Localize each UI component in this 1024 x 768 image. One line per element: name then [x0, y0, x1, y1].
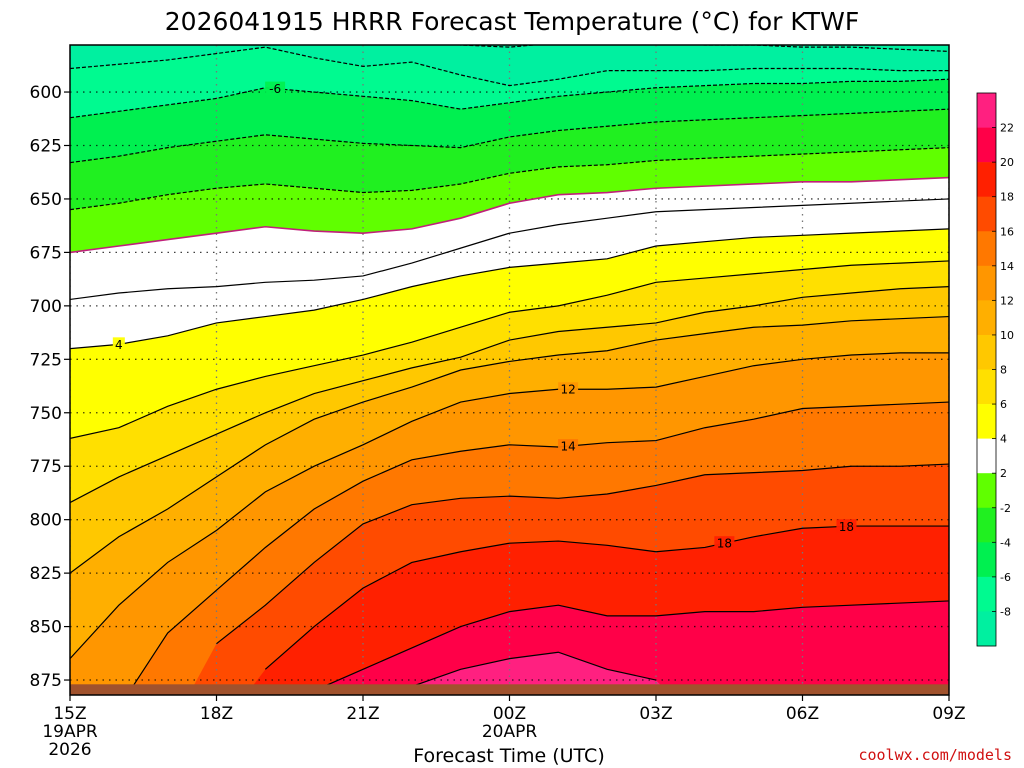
colorbar-label: -2 — [1000, 502, 1011, 515]
contour-label-2: 12 — [558, 382, 579, 397]
contour-label-text: -6 — [269, 82, 281, 96]
isotherm-4 — [70, 228, 949, 350]
colorbar-label: 14 — [1000, 260, 1014, 273]
contour-label-5: 18 — [836, 519, 857, 534]
contour-label-text: 18 — [717, 537, 732, 551]
colorbar-swatch — [977, 127, 996, 163]
colorbar-label: 12 — [1000, 294, 1014, 307]
colorbar-label: 22 — [1000, 122, 1014, 135]
x-axis-label: Forecast Time (UTC) — [413, 745, 604, 767]
colorbar-swatch — [977, 300, 996, 336]
colorbar-label: -6 — [1000, 571, 1011, 584]
ground-fill — [70, 684, 949, 695]
x-tick-label: 06Z — [786, 704, 819, 724]
colorbar-swatch — [977, 404, 996, 439]
colorbar-swatch — [977, 507, 996, 543]
y-tick-label: 675 — [30, 243, 62, 263]
colorbar-swatch — [977, 576, 996, 612]
contour-label-text: 12 — [560, 383, 575, 397]
contour-labels: -6 4 12 14 18 18 — [112, 81, 857, 551]
colorbar: 22 20 18 16 14 12 10 8 6 4 2 -2 -4 -6 -8 — [976, 92, 1014, 647]
x-tick-label: 00Z — [493, 704, 526, 724]
colorbar-swatch — [977, 265, 996, 301]
temperature-fill-bands — [70, 45, 949, 695]
isotherm--6 — [70, 78, 949, 119]
colorbar-swatch — [977, 334, 996, 370]
x-tick-label: 09Z — [932, 704, 965, 724]
contour-label-text: 14 — [560, 440, 575, 454]
contour-label-3: 14 — [558, 439, 579, 454]
colorbar-label: 10 — [1000, 329, 1014, 342]
colorbar-swatch — [977, 542, 996, 578]
isotherm-20 — [313, 600, 949, 692]
isotherm-2 — [70, 198, 949, 301]
colorbar-label: 8 — [1000, 364, 1007, 377]
contour-label-1: 4 — [112, 337, 125, 352]
colorbar-swatch — [977, 196, 996, 232]
contour-label-0: -6 — [265, 81, 286, 96]
x-tick-label: 15Z — [53, 704, 86, 724]
colorbar-swatch — [977, 162, 996, 197]
y-tick-label: 800 — [30, 511, 62, 531]
y-axis-ticks: 600 625 650 675 700 725 750 775 800 825 850 875 — [30, 83, 70, 691]
isotherm-lines — [70, 45, 949, 695]
colorbar-label: -8 — [1000, 605, 1011, 618]
colorbar-swatch — [977, 611, 996, 647]
y-tick-label: 775 — [30, 457, 62, 477]
isotherm-22 — [411, 651, 657, 688]
isotherm-10 — [70, 315, 949, 574]
contour-label-4: 18 — [714, 536, 735, 551]
isotherm-12 — [70, 352, 949, 660]
y-tick-label: 700 — [30, 297, 62, 317]
y-tick-label: 650 — [30, 190, 62, 210]
x-tick-label: 18Z — [200, 704, 233, 724]
y-tick-label: 850 — [30, 618, 62, 638]
colorbar-swatch — [977, 369, 996, 405]
x-tick-label: 03Z — [639, 704, 672, 724]
credit-text: coolwx.com/models — [858, 746, 1012, 764]
colorbar-label: 16 — [1000, 225, 1014, 238]
x-tick-label: 21Z — [346, 704, 379, 724]
colorbar-label: 4 — [1000, 433, 1007, 446]
colorbar-swatch — [977, 438, 996, 474]
chart-title: 2026041915 HRRR Forecast Temperature (°C… — [165, 7, 859, 36]
isotherm-14 — [126, 401, 949, 695]
contour-label-text: 18 — [839, 520, 854, 534]
colorbar-swatch — [977, 93, 996, 128]
y-tick-label: 600 — [30, 83, 62, 103]
contour-label-text: 4 — [115, 338, 123, 352]
colorbar-label: 2 — [1000, 467, 1007, 480]
isotherm-8 — [70, 286, 949, 504]
x-tick-date: 19APR — [42, 722, 98, 742]
isotherm--8 — [70, 46, 949, 87]
x-tick-year: 2026 — [48, 740, 91, 760]
isotherm-18 — [264, 525, 949, 670]
colorbar-label: 6 — [1000, 398, 1007, 411]
isotherm-6 — [70, 260, 949, 440]
isotherm--10 — [456, 45, 949, 53]
isotherm-16 — [216, 463, 949, 645]
colorbar-label: -4 — [1000, 536, 1011, 549]
y-tick-label: 825 — [30, 564, 62, 584]
y-tick-label: 875 — [30, 671, 62, 691]
isotherm-0 — [70, 176, 949, 254]
grid-lines — [70, 45, 949, 695]
colorbar-label: 18 — [1000, 191, 1014, 204]
colorbar-label: 20 — [1000, 156, 1014, 169]
colorbar-swatch — [977, 231, 996, 267]
ground-surface — [70, 684, 949, 695]
y-tick-label: 750 — [30, 404, 62, 424]
y-tick-label: 625 — [30, 136, 62, 156]
colorbar-swatch — [977, 473, 996, 509]
y-tick-label: 725 — [30, 350, 62, 370]
x-tick-date: 20APR — [482, 722, 538, 742]
